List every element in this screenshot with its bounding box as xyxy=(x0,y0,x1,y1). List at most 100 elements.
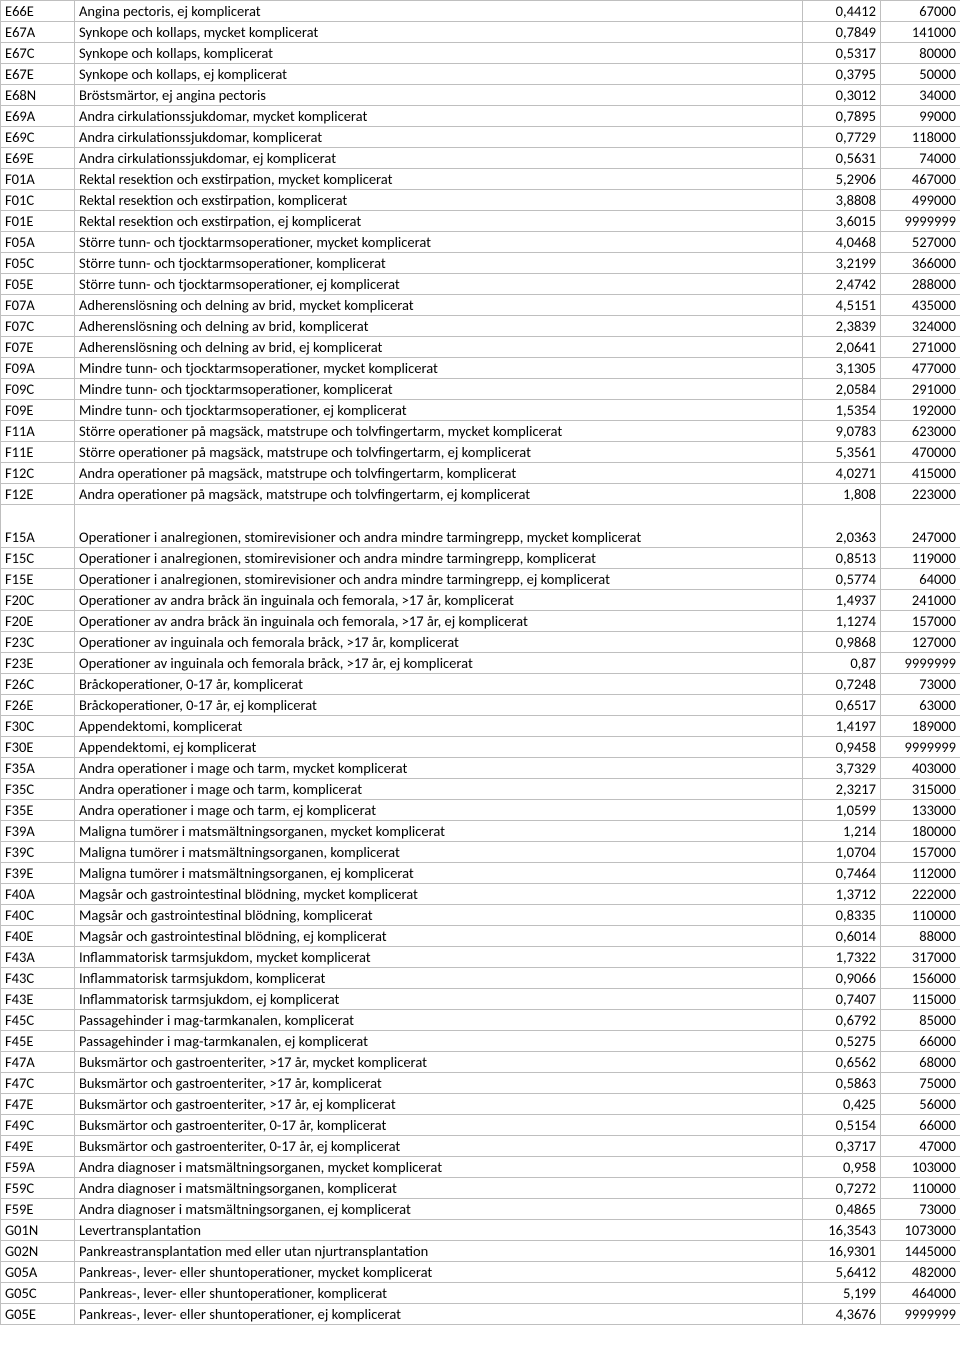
cell-value2: 112000 xyxy=(881,863,960,884)
table-row: F40AMagsår och gastrointestinal blödning… xyxy=(1,884,960,905)
cell-value2: 470000 xyxy=(881,442,960,463)
cell-value2: 156000 xyxy=(881,968,960,989)
cell-description: Buksmärtor och gastroenteriter, >17 år, … xyxy=(75,1052,803,1073)
cell-description: Maligna tumörer i matsmältningsorganen, … xyxy=(75,821,803,842)
table-row: E67CSynkope och kollaps, komplicerat0,53… xyxy=(1,43,960,64)
cell-value1: 0,6517 xyxy=(803,695,881,716)
table-row: F49CBuksmärtor och gastroenteriter, 0-17… xyxy=(1,1115,960,1136)
cell-value2: 317000 xyxy=(881,947,960,968)
cell-value1: 16,9301 xyxy=(803,1241,881,1262)
cell-value1: 1,808 xyxy=(803,484,881,505)
table-row: G05CPankreas-, lever- eller shuntoperati… xyxy=(1,1283,960,1304)
table-row: F07EAdherenslösning och delning av brid,… xyxy=(1,337,960,358)
cell-value2: 110000 xyxy=(881,905,960,926)
cell-value1: 4,0271 xyxy=(803,463,881,484)
cell-value2: 133000 xyxy=(881,800,960,821)
cell-description: Andra diagnoser i matsmältningsorganen, … xyxy=(75,1157,803,1178)
cell-value2: 67000 xyxy=(881,1,960,22)
cell-code: F12C xyxy=(1,463,75,484)
cell-value2: 66000 xyxy=(881,1115,960,1136)
cell-value1: 0,3717 xyxy=(803,1136,881,1157)
cell-code: G05E xyxy=(1,1304,75,1325)
cell-description: Andra operationer i mage och tarm, mycke… xyxy=(75,758,803,779)
cell-value1: 0,425 xyxy=(803,1094,881,1115)
cell-code: F39A xyxy=(1,821,75,842)
cell-code: F07A xyxy=(1,295,75,316)
table-row: F35EAndra operationer i mage och tarm, e… xyxy=(1,800,960,821)
cell-value1: 0,7464 xyxy=(803,863,881,884)
cell-code: F07C xyxy=(1,316,75,337)
cell-value1: 0,7248 xyxy=(803,674,881,695)
cell-value2: 435000 xyxy=(881,295,960,316)
cell-code: F59A xyxy=(1,1157,75,1178)
cell-value1: 5,199 xyxy=(803,1283,881,1304)
cell-code: F07E xyxy=(1,337,75,358)
cell-value2: 66000 xyxy=(881,1031,960,1052)
drg-table: E66EAngina pectoris, ej komplicerat0,441… xyxy=(0,0,960,1325)
cell-value2: 118000 xyxy=(881,127,960,148)
cell-code: F01A xyxy=(1,169,75,190)
cell-value1: 0,5275 xyxy=(803,1031,881,1052)
cell-value1: 0,9868 xyxy=(803,632,881,653)
table-row: F15AOperationer i analregionen, stomirev… xyxy=(1,505,960,548)
cell-description: Andra cirkulationssjukdomar, ej komplice… xyxy=(75,148,803,169)
cell-value1: 3,7329 xyxy=(803,758,881,779)
cell-description: Andra cirkulationssjukdomar, mycket komp… xyxy=(75,106,803,127)
cell-description: Mindre tunn- och tjocktarmsoperationer, … xyxy=(75,379,803,400)
table-row: E69EAndra cirkulationssjukdomar, ej komp… xyxy=(1,148,960,169)
cell-value2: 9999999 xyxy=(881,653,960,674)
cell-description: Angina pectoris, ej komplicerat xyxy=(75,1,803,22)
cell-code: F59E xyxy=(1,1199,75,1220)
cell-value2: 50000 xyxy=(881,64,960,85)
cell-code: F39E xyxy=(1,863,75,884)
cell-description: Pankreas-, lever- eller shuntoperationer… xyxy=(75,1304,803,1325)
cell-value1: 1,214 xyxy=(803,821,881,842)
cell-description: Levertransplantation xyxy=(75,1220,803,1241)
table-row: F23COperationer av inguinala och femoral… xyxy=(1,632,960,653)
cell-code: F40C xyxy=(1,905,75,926)
cell-description: Större tunn- och tjocktarmsoperationer, … xyxy=(75,232,803,253)
cell-value1: 1,1274 xyxy=(803,611,881,632)
cell-description: Appendektomi, ej komplicerat xyxy=(75,737,803,758)
cell-code: F45E xyxy=(1,1031,75,1052)
table-row: F09AMindre tunn- och tjocktarmsoperation… xyxy=(1,358,960,379)
table-row: F39AMaligna tumörer i matsmältningsorgan… xyxy=(1,821,960,842)
cell-value1: 0,7729 xyxy=(803,127,881,148)
cell-description: Magsår och gastrointestinal blödning, ko… xyxy=(75,905,803,926)
table-row: F07AAdherenslösning och delning av brid,… xyxy=(1,295,960,316)
cell-code: F39C xyxy=(1,842,75,863)
table-row: F15COperationer i analregionen, stomirev… xyxy=(1,548,960,569)
cell-value1: 5,2906 xyxy=(803,169,881,190)
cell-code: F15E xyxy=(1,569,75,590)
cell-value2: 467000 xyxy=(881,169,960,190)
cell-description: Andra operationer på magsäck, matstrupe … xyxy=(75,484,803,505)
cell-value1: 4,3676 xyxy=(803,1304,881,1325)
cell-description: Magsår och gastrointestinal blödning, ej… xyxy=(75,926,803,947)
table-row: F26EBråckoperationer, 0-17 år, ej kompli… xyxy=(1,695,960,716)
cell-value1: 1,5354 xyxy=(803,400,881,421)
cell-description: Maligna tumörer i matsmältningsorganen, … xyxy=(75,842,803,863)
table-row: F43AInflammatorisk tarmsjukdom, mycket k… xyxy=(1,947,960,968)
cell-value2: 85000 xyxy=(881,1010,960,1031)
cell-value1: 0,5317 xyxy=(803,43,881,64)
table-row: F05EStörre tunn- och tjocktarmsoperation… xyxy=(1,274,960,295)
cell-value2: 527000 xyxy=(881,232,960,253)
cell-description: Buksmärtor och gastroenteriter, >17 år, … xyxy=(75,1073,803,1094)
table-row: G01NLevertransplantation16,35431073000 xyxy=(1,1220,960,1241)
cell-description: Maligna tumörer i matsmältningsorganen, … xyxy=(75,863,803,884)
cell-code: F40A xyxy=(1,884,75,905)
cell-value2: 1073000 xyxy=(881,1220,960,1241)
cell-value2: 223000 xyxy=(881,484,960,505)
table-row: F09CMindre tunn- och tjocktarmsoperation… xyxy=(1,379,960,400)
cell-value2: 324000 xyxy=(881,316,960,337)
cell-value2: 141000 xyxy=(881,22,960,43)
table-row: F15EOperationer i analregionen, stomirev… xyxy=(1,569,960,590)
cell-value2: 34000 xyxy=(881,85,960,106)
cell-code: G05C xyxy=(1,1283,75,1304)
cell-description: Synkope och kollaps, mycket komplicerat xyxy=(75,22,803,43)
cell-code: F43A xyxy=(1,947,75,968)
cell-value1: 0,5863 xyxy=(803,1073,881,1094)
cell-description: Inflammatorisk tarmsjukdom, komplicerat xyxy=(75,968,803,989)
cell-description: Operationer av inguinala och femorala br… xyxy=(75,632,803,653)
cell-value1: 1,3712 xyxy=(803,884,881,905)
